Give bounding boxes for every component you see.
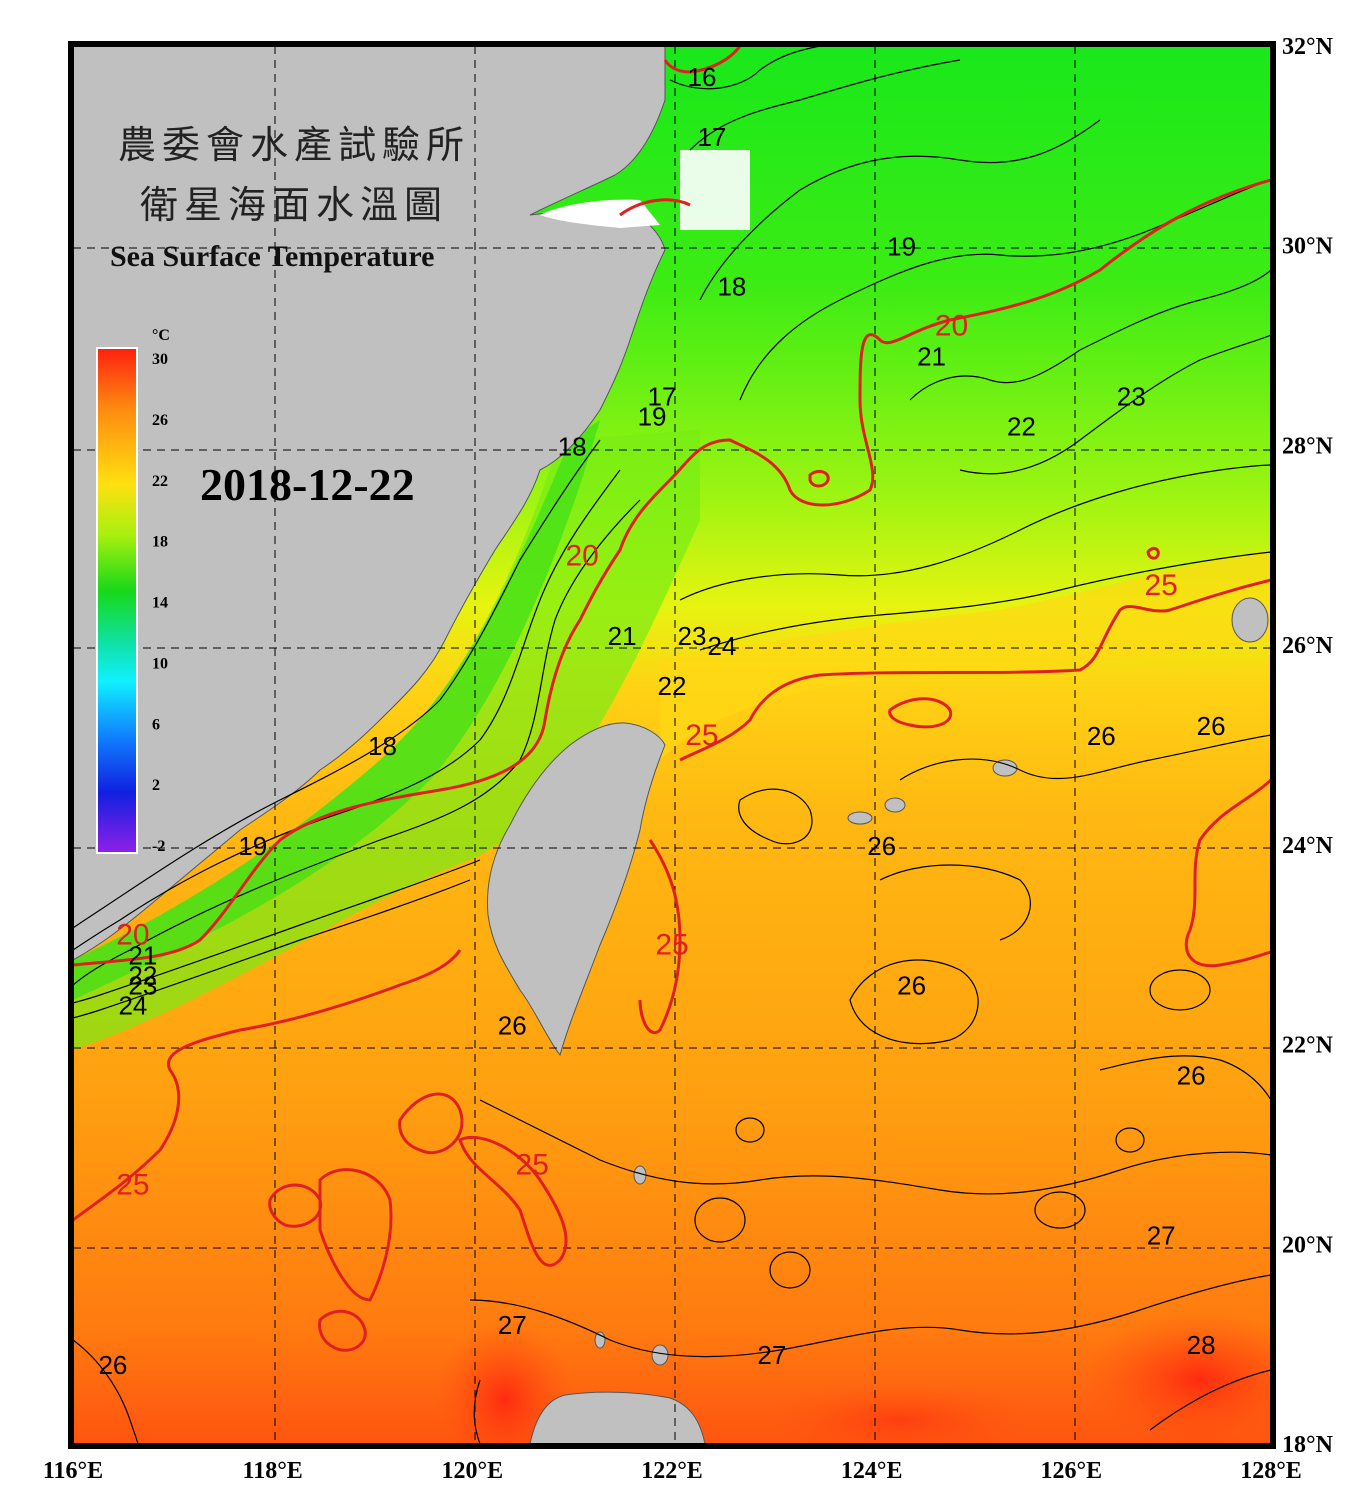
title-en: Sea Surface Temperature <box>110 240 434 273</box>
contour-label: 27 <box>498 1310 527 1340</box>
colorbar-tick: 6 <box>152 716 160 733</box>
contour-label: 18 <box>368 731 397 761</box>
longitude-labels: 116°E 118°E 120°E 122°E 124°E 126°E 128°E <box>43 1458 1302 1484</box>
latitude-label: 24°N <box>1282 833 1334 859</box>
colorbar-tick: -2 <box>152 838 165 855</box>
contour-label: 21 <box>128 941 157 971</box>
contour-label: 26 <box>1177 1061 1206 1091</box>
contour-label: 27 <box>1147 1220 1176 1250</box>
latitude-labels: 32°N 30°N 28°N 26°N 24°N 22°N 20°N 18°N <box>1282 34 1334 1458</box>
map-frame <box>68 41 1276 1449</box>
contour-label: 18 <box>717 272 746 302</box>
longitude-label: 124°E <box>841 1458 903 1484</box>
isotherms-red <box>73 46 1271 1352</box>
longitude-label: 122°E <box>641 1458 703 1484</box>
contour-label: 23 <box>128 971 157 1001</box>
contour-label: 26 <box>498 1011 527 1041</box>
colorbar-tick: 26 <box>152 412 168 429</box>
contour-label: 24 <box>707 631 736 661</box>
contour-label: 26 <box>867 831 896 861</box>
contour-labels-red: 20 20 25 25 25 25 25 20 <box>116 310 1178 1202</box>
contour-label: 24 <box>118 991 147 1021</box>
latitude-label: 26°N <box>1282 633 1334 659</box>
contour-label: 17 <box>697 122 726 152</box>
contour-label-red: 25 <box>116 1168 149 1201</box>
contour-label: 19 <box>638 401 667 431</box>
contour-label: 23 <box>1117 381 1146 411</box>
contour-label: 26 <box>897 971 926 1001</box>
contour-label: 22 <box>1007 411 1036 441</box>
colorbar: °C 30 26 22 18 14 10 6 2 -2 <box>96 327 170 855</box>
contour-label: 22 <box>128 961 157 991</box>
contour-label: 21 <box>608 621 637 651</box>
title-cn-line1: 農委會水產試驗所 <box>118 123 470 167</box>
colorbar-scale <box>96 347 138 854</box>
latitude-label: 32°N <box>1282 34 1334 60</box>
longitude-label: 118°E <box>243 1458 303 1484</box>
contour-label: 26 <box>1197 711 1226 741</box>
colorbar-tick: 2 <box>152 777 160 794</box>
latitude-label: 30°N <box>1282 234 1334 260</box>
map-date: 2018-12-22 <box>200 459 415 510</box>
contour-label: 21 <box>917 342 946 372</box>
title-cn-line2: 衛星海面水溫圖 <box>140 183 448 227</box>
longitude-label: 120°E <box>442 1458 504 1484</box>
latitude-label: 28°N <box>1282 433 1334 459</box>
colorbar-tick: 10 <box>152 655 168 672</box>
contour-label: 16 <box>687 62 716 92</box>
longitude-label: 126°E <box>1041 1458 1103 1484</box>
latitude-label: 22°N <box>1282 1033 1334 1059</box>
contour-label: 23 <box>678 621 707 651</box>
grid <box>73 46 1271 1444</box>
colorbar-tick: 18 <box>152 534 168 551</box>
contour-label: 22 <box>658 671 687 701</box>
colorbar-tick: 30 <box>152 351 168 368</box>
taiwan-island <box>486 722 666 1057</box>
colorbar-tick: 22 <box>152 473 168 490</box>
colorbar-tick: 14 <box>152 595 168 612</box>
contour-label-red: 20 <box>935 310 968 343</box>
contour-label-red: 25 <box>655 929 688 962</box>
contour-label-red: 25 <box>685 719 718 752</box>
contour-label-red: 20 <box>565 539 598 572</box>
contour-label: 28 <box>1187 1330 1216 1360</box>
contour-label-red: 25 <box>516 1148 549 1181</box>
luzon-island <box>529 1391 706 1444</box>
contour-label-red: 20 <box>116 919 149 952</box>
contour-label: 26 <box>1087 721 1116 751</box>
contour-label: 27 <box>757 1340 786 1370</box>
colorbar-unit: °C <box>152 327 170 344</box>
isotherms-black <box>73 46 1271 1444</box>
contour-label: 26 <box>98 1350 127 1380</box>
contour-label: 17 <box>648 381 677 411</box>
latitude-label: 18°N <box>1282 1432 1334 1458</box>
contour-label: 18 <box>558 431 587 461</box>
longitude-label: 116°E <box>43 1458 103 1484</box>
contour-label-red: 25 <box>1144 569 1177 602</box>
contour-label: 19 <box>238 831 267 861</box>
contour-label: 19 <box>887 232 916 262</box>
land <box>73 46 1269 1444</box>
longitude-label: 128°E <box>1240 1458 1302 1484</box>
latitude-label: 20°N <box>1282 1232 1334 1258</box>
